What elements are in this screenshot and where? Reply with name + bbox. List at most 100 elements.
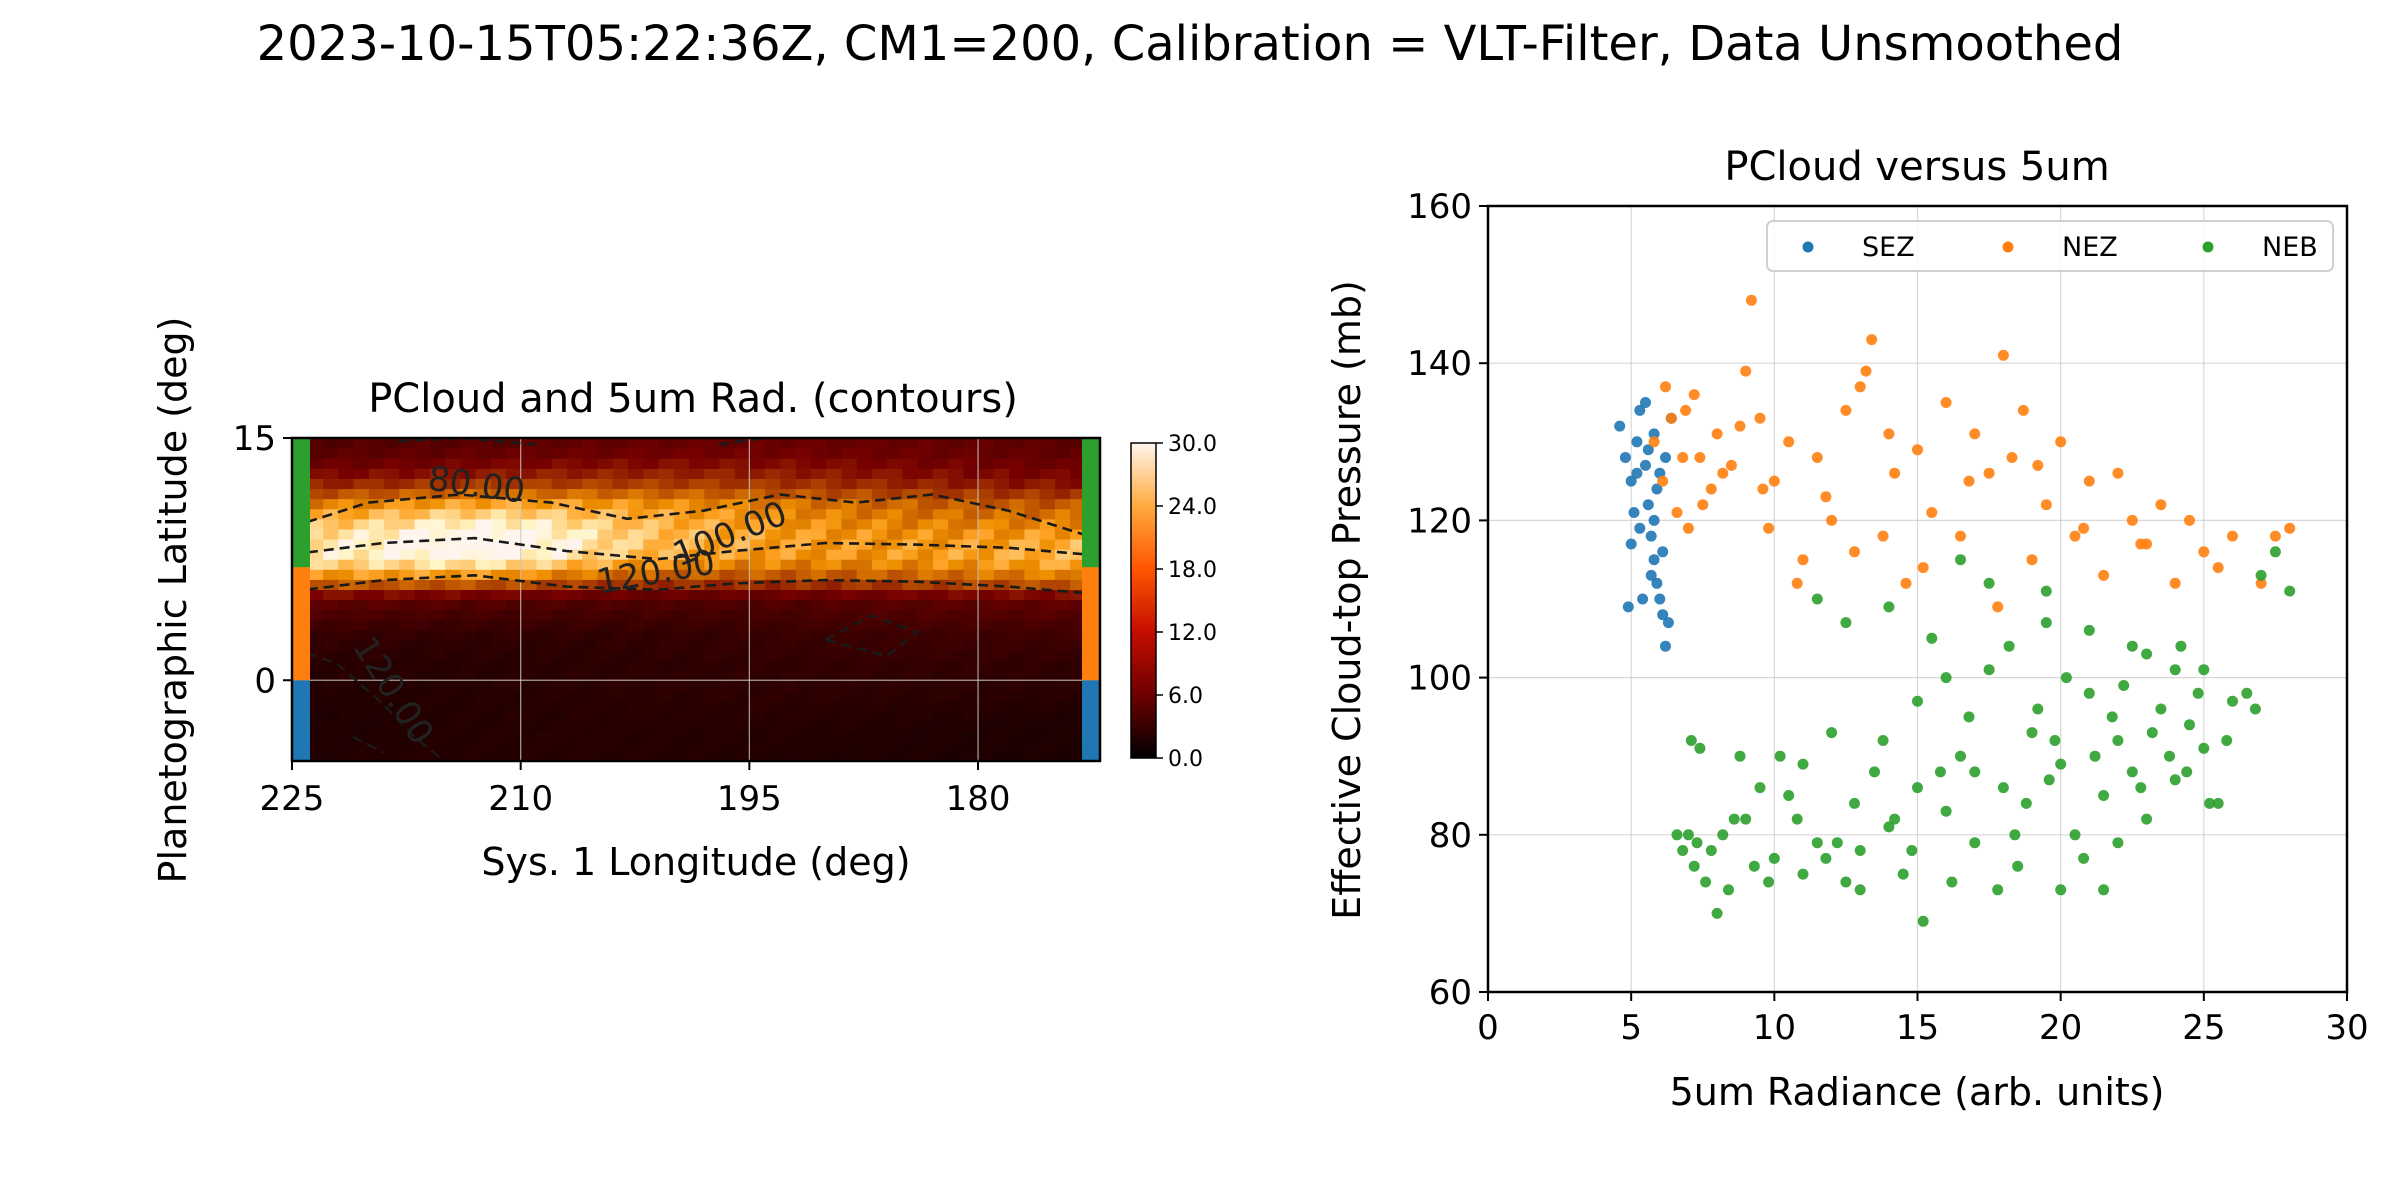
heatmap-cell <box>642 609 659 621</box>
heatmap-cell <box>474 569 491 580</box>
heatmap-cell <box>657 518 674 530</box>
heatmap-cell <box>612 458 628 469</box>
heatmap-cell <box>779 599 796 611</box>
heatmap-cell <box>352 670 369 681</box>
point-nez <box>1820 491 1832 503</box>
heatmap-cell <box>1008 730 1025 742</box>
heatmap-cell <box>368 508 385 520</box>
heatmap-cell <box>657 639 674 651</box>
heatmap-cell <box>856 589 872 601</box>
heatmap-cell <box>337 559 354 570</box>
heatmap-cell <box>1054 680 1071 691</box>
heatmap-cell <box>413 549 430 560</box>
heatmap-cell <box>825 528 842 540</box>
band-marker-neb-left <box>292 438 310 568</box>
heatmap-cell <box>764 508 781 520</box>
heatmap-cell <box>322 538 339 550</box>
heatmap-cell <box>612 730 628 742</box>
heatmap-cell <box>764 468 781 479</box>
heatmap-cell <box>551 528 568 540</box>
heatmap-cell <box>886 609 903 621</box>
heatmap-cell <box>337 629 354 641</box>
heatmap-cell <box>947 680 964 691</box>
heatmap-cell <box>474 649 491 661</box>
heatmap-cell <box>734 518 750 530</box>
heatmap-cell <box>795 690 811 702</box>
heatmap-cell <box>673 680 689 691</box>
heatmap-cell <box>413 518 430 530</box>
heatmap-cell <box>764 720 781 732</box>
heatmap-cell <box>505 518 522 530</box>
heatmap-cell <box>505 750 522 761</box>
heatmap-cell <box>917 670 933 681</box>
heatmap-cell <box>474 438 491 449</box>
heatmap-cell <box>917 458 933 469</box>
heatmap-cell <box>779 639 796 651</box>
heatmap-cell <box>307 730 324 742</box>
heatmap-cell <box>810 619 827 631</box>
heatmap-cell <box>352 609 369 621</box>
heatmap-cell <box>413 579 430 590</box>
heatmap-cell <box>917 720 933 732</box>
heatmap-cell <box>337 670 354 681</box>
heatmap-cell <box>490 549 507 560</box>
heatmap-cell <box>810 750 827 761</box>
heatmap-cell <box>581 599 598 611</box>
heatmap-cell <box>398 730 415 742</box>
point-nez <box>2155 499 2167 511</box>
heatmap-cell <box>917 639 933 651</box>
point-nez <box>2284 522 2296 534</box>
heatmap-cell <box>596 458 613 469</box>
heatmap-cell <box>581 730 598 742</box>
heatmap-cell <box>612 680 628 691</box>
heatmap-cell <box>871 740 888 752</box>
heatmap-cell <box>947 740 964 752</box>
heatmap-cell <box>505 680 522 691</box>
heatmap-cell <box>1008 670 1025 681</box>
heatmap-cell <box>368 458 385 469</box>
heatmap-cell <box>337 690 354 702</box>
heatmap-cell <box>444 629 461 641</box>
heatmap-cell <box>596 438 613 449</box>
heatmap-cell <box>505 730 522 742</box>
heatmap-cell <box>1023 579 1040 590</box>
heatmap-cell <box>581 579 598 590</box>
heatmap-cell <box>1069 508 1086 520</box>
heatmap-cell <box>734 549 750 560</box>
heatmap-cell <box>505 569 522 580</box>
point-nez <box>1826 514 1838 526</box>
heatmap-cell <box>932 670 949 681</box>
legend-items: SEZ NEZ NEB <box>1802 232 2318 263</box>
heatmap-cell <box>566 498 583 510</box>
colorbar-tick-label: 24.0 <box>1168 495 1217 520</box>
heatmap-cell <box>551 720 568 732</box>
heatmap-cell <box>459 559 476 570</box>
point-neb <box>2198 664 2210 676</box>
heatmap-cell <box>978 448 994 459</box>
heatmap-cell <box>581 549 598 560</box>
heatmap-cell <box>596 538 613 550</box>
heatmap-cell <box>932 720 949 732</box>
heatmap-cell <box>886 599 903 611</box>
point-nez <box>2227 530 2238 542</box>
heatmap-cell <box>444 458 461 469</box>
heatmap-cell <box>886 680 903 691</box>
heatmap-cell <box>642 740 659 752</box>
heatmap-cell <box>596 690 613 702</box>
point-neb <box>2155 703 2167 715</box>
heatmap-cell <box>535 639 552 651</box>
heatmap-cell <box>734 448 750 459</box>
heatmap-cell <box>840 720 857 732</box>
heatmap-cell <box>901 670 918 681</box>
heatmap-cell <box>1039 528 1055 540</box>
band-marker-nez-right <box>1082 567 1100 681</box>
heatmap-cell <box>459 730 476 742</box>
heatmap-cell <box>596 639 613 651</box>
heatmap-cell <box>917 559 933 570</box>
heatmap-cell <box>840 478 857 490</box>
heatmap-cell <box>551 629 568 641</box>
heatmap-cell <box>962 508 979 520</box>
heatmap-cell <box>718 700 735 712</box>
heatmap-cell <box>764 448 781 459</box>
heatmap-cell <box>1054 629 1071 641</box>
